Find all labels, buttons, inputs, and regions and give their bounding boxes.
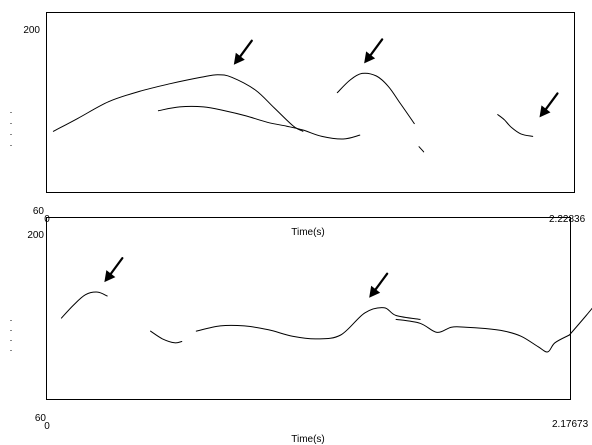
pitch-segment-top-2 <box>336 72 415 125</box>
plot-frame-bottom <box>46 217 571 400</box>
pitch-segment-bottom-2 <box>150 330 183 344</box>
contour-marks-top <box>52 38 559 153</box>
peak-arrow-bottom-1-head <box>104 270 116 283</box>
x-tick-label-min-bottom: 0 <box>44 421 50 432</box>
pitch-segment-top-3 <box>418 146 425 153</box>
y-axis-dotted-label-top <box>10 112 12 146</box>
pitch-segment-bottom-5 <box>568 307 592 336</box>
y-tick-label-max-top: 200 <box>23 25 40 36</box>
pitch-segment-top-5 <box>157 105 361 140</box>
contour-marks-bottom <box>60 257 592 353</box>
peak-arrow-top-1-head <box>233 52 245 65</box>
peak-arrow-bottom-2-head <box>369 285 381 298</box>
x-axis-label-top: Time(s) <box>291 227 325 238</box>
pitch-segment-bottom-1 <box>60 291 108 319</box>
pitch-segment-bottom-4 <box>395 318 570 353</box>
pitch-segment-top-1 <box>52 74 304 132</box>
y-tick-label-min-bottom: 60 <box>35 413 47 424</box>
pitch-segment-bottom-3 <box>195 307 421 340</box>
x-tick-label-max-bottom: 2.17673 <box>552 419 589 430</box>
y-tick-label-min-top: 60 <box>33 206 45 217</box>
x-tick-label-min-top: 0 <box>44 214 50 225</box>
x-tick-label-max-top: 2.22836 <box>549 214 586 225</box>
pitch-chart-bottom: 200 60 0 2.17673 Time(s) <box>10 217 592 445</box>
x-axis-label-bottom: Time(s) <box>291 434 325 445</box>
y-axis-dotted-label-bottom <box>10 320 12 351</box>
plot-frame-top <box>46 12 575 193</box>
y-tick-label-max-bottom: 200 <box>27 230 44 241</box>
peak-arrow-top-3-head <box>539 105 551 118</box>
peak-arrow-top-2-head <box>364 51 376 64</box>
pitch-chart-top: 200 60 0 2.22836 Time(s) <box>10 12 586 238</box>
pitch-segment-top-4 <box>497 114 534 137</box>
